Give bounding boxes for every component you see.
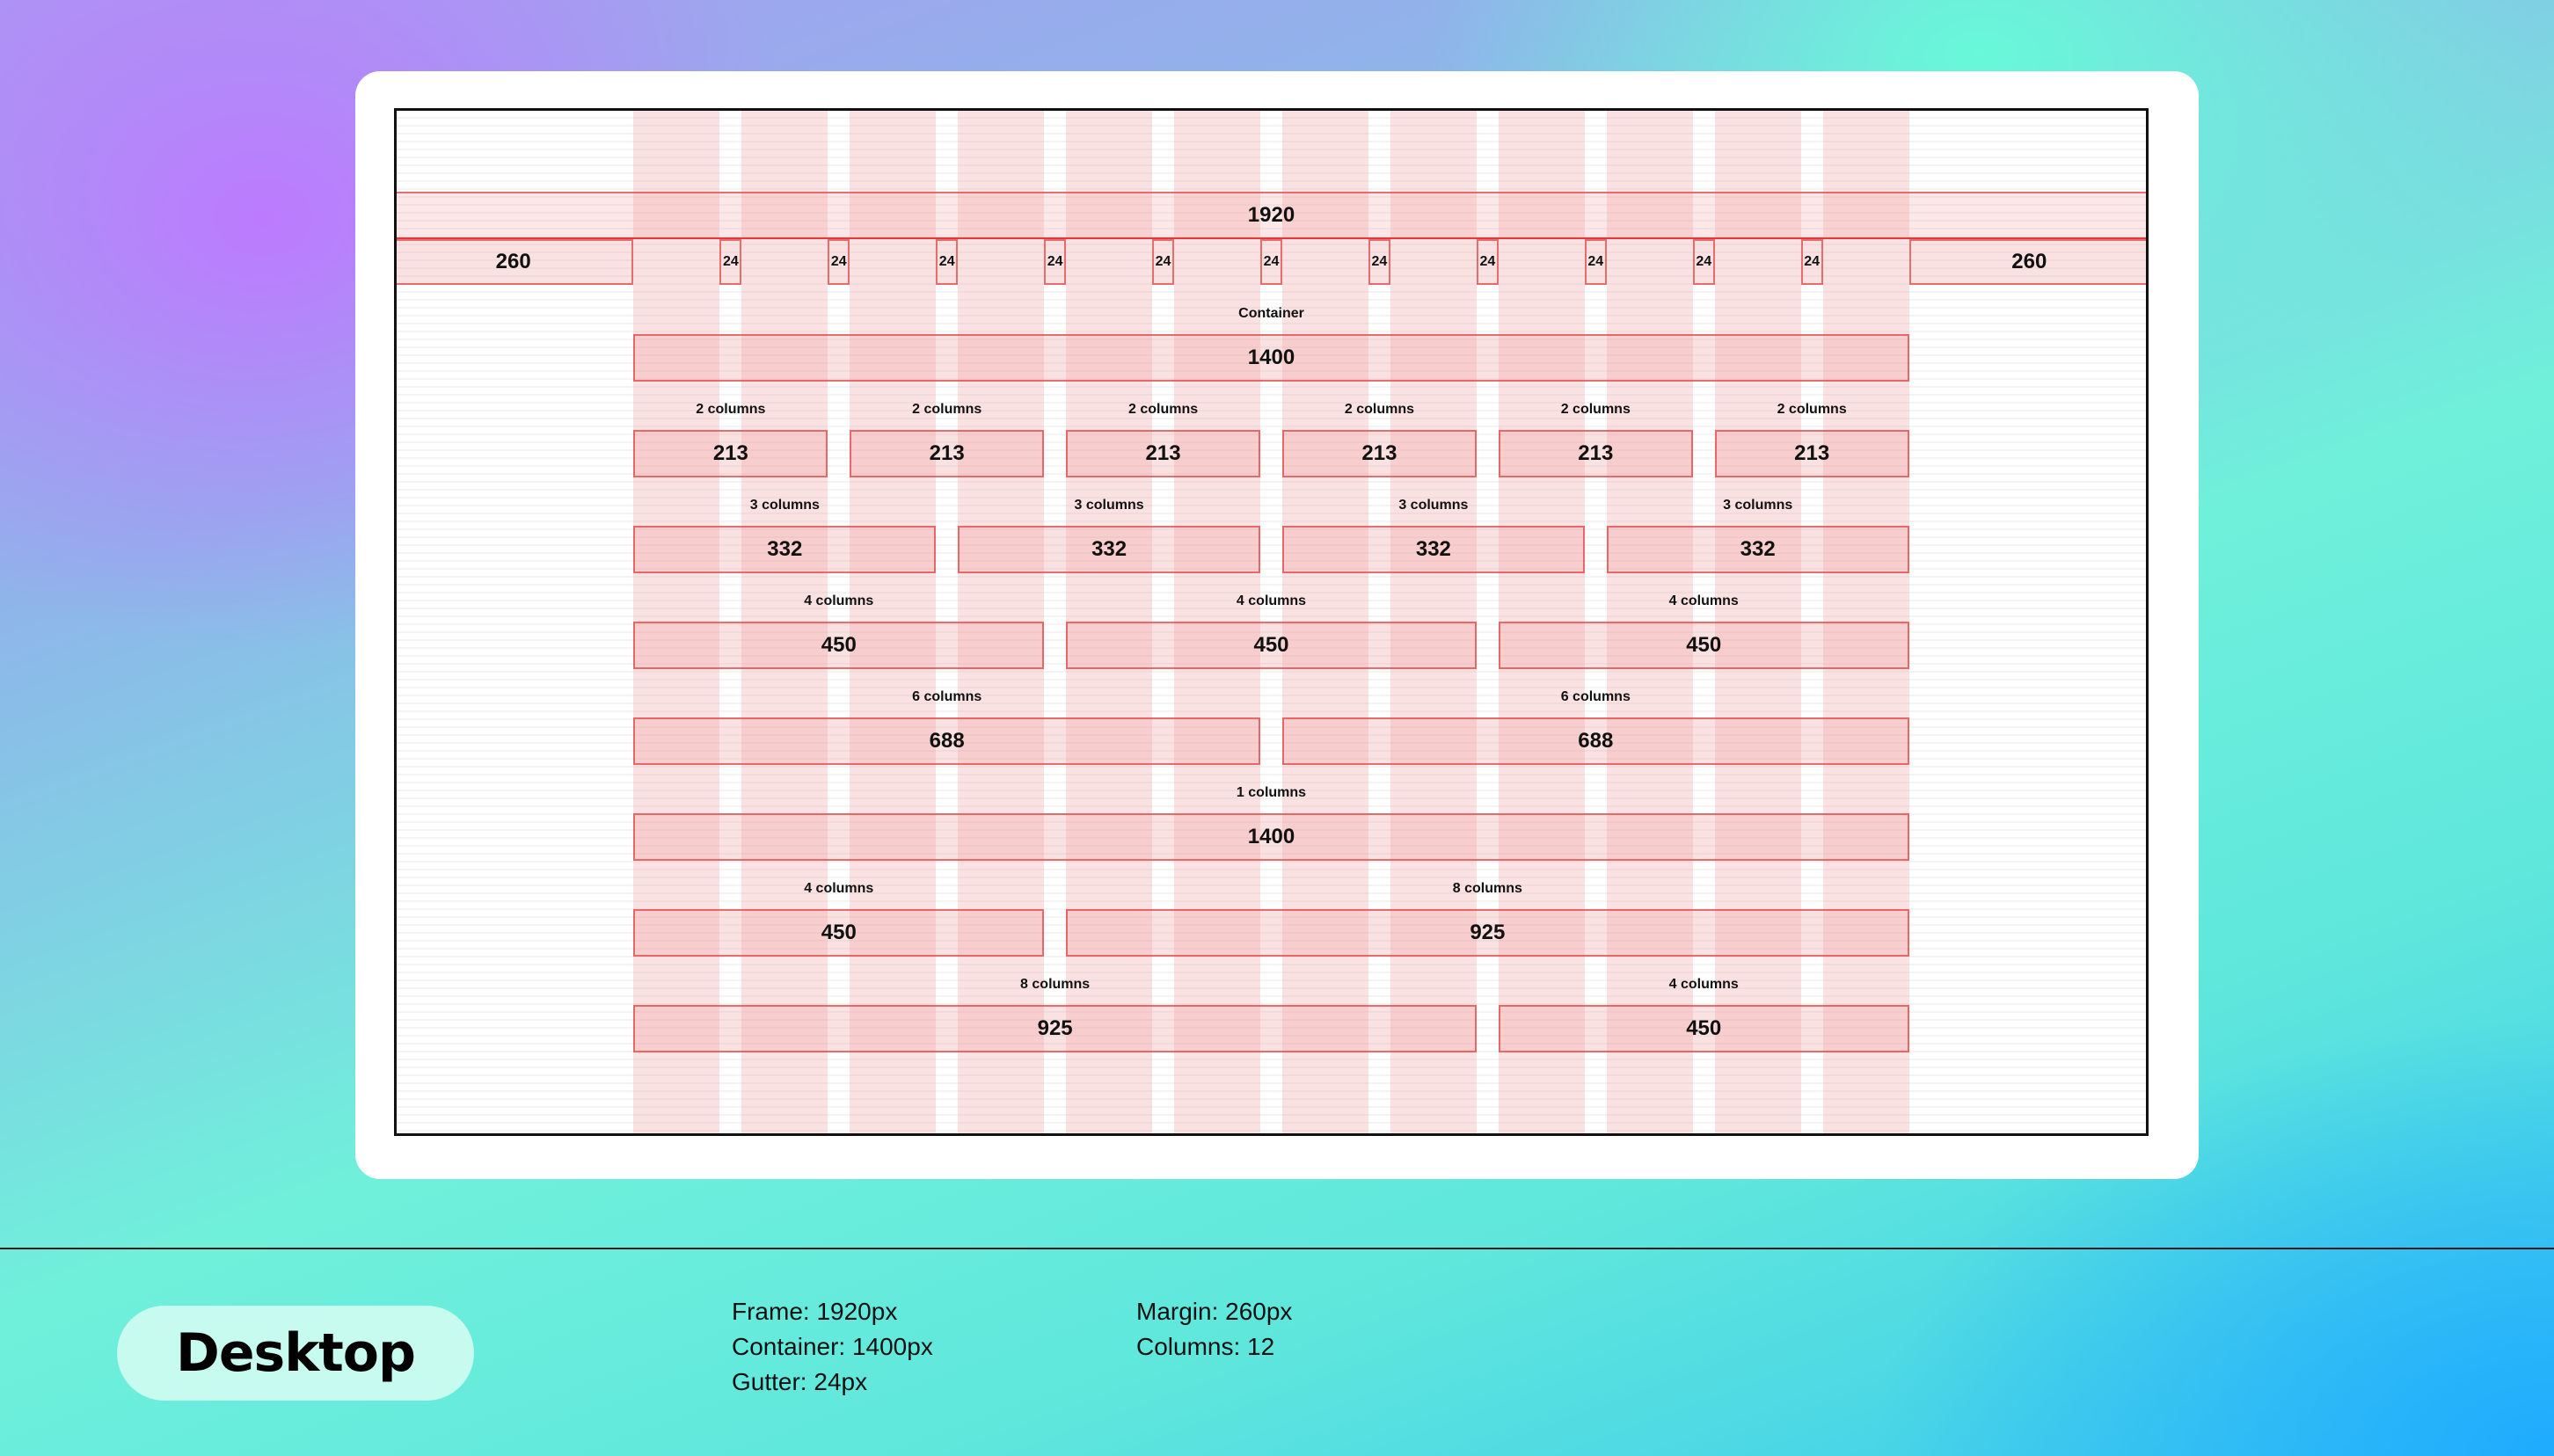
gutter-band: 24	[1692, 239, 1715, 285]
spec-list-right: Margin: 260px Columns: 12	[1136, 1294, 1292, 1365]
spec-frame: Frame: 1920px	[732, 1298, 898, 1325]
span-caption: 1 columns	[1236, 785, 1307, 800]
gutter-band: 24	[1152, 239, 1174, 285]
span-box: 450	[633, 909, 1045, 957]
span-box: 213	[1281, 430, 1477, 477]
span-box: 688	[1281, 717, 1909, 765]
span-caption: 4 columns	[1668, 593, 1739, 608]
span-caption: 6 columns	[1560, 689, 1631, 704]
span-box: 688	[633, 717, 1261, 765]
span-box: 213	[1498, 430, 1693, 477]
span-caption: 2 columns	[1127, 402, 1199, 417]
spec-columns: Columns: 12	[1136, 1333, 1275, 1360]
span-box: 1400	[633, 813, 1909, 861]
span-caption: 3 columns	[749, 498, 820, 513]
gutter-band: 24	[828, 239, 850, 285]
span-caption: 2 columns	[1560, 402, 1631, 417]
span-box: 450	[1066, 622, 1477, 669]
span-caption: 4 columns	[1236, 593, 1307, 608]
breakpoint-title: Desktop	[176, 1322, 416, 1384]
margin-left-band: 260	[397, 239, 634, 285]
gutter-band: 24	[1368, 239, 1390, 285]
span-caption: 4 columns	[804, 881, 874, 896]
gutter-band: 24	[1584, 239, 1607, 285]
spec-list-left: Frame: 1920px Container: 1400px Gutter: …	[732, 1294, 933, 1400]
span-box: 332	[1606, 526, 1909, 573]
span-caption: 4 columns	[1668, 977, 1739, 992]
span-caption: 8 columns	[1452, 881, 1522, 896]
gutter-band: 24	[1044, 239, 1067, 285]
gutter-band: 24	[936, 239, 959, 285]
divider-line	[0, 1248, 2554, 1249]
span-box: 213	[1066, 430, 1261, 477]
container-caption: Container	[1238, 306, 1304, 321]
span-box: 332	[633, 526, 937, 573]
span-box: 925	[1066, 909, 1909, 957]
spec-gutter: Gutter: 24px	[732, 1368, 868, 1395]
span-caption: 3 columns	[1723, 498, 1793, 513]
span-box: 213	[633, 430, 828, 477]
container-band: 1400	[633, 334, 1909, 382]
span-caption: 3 columns	[1074, 498, 1144, 513]
gutter-band: 24	[719, 239, 742, 285]
gutter-band: 24	[1260, 239, 1282, 285]
span-box: 213	[850, 430, 1045, 477]
span-box: 213	[1714, 430, 1909, 477]
span-box: 332	[958, 526, 1261, 573]
span-box: 450	[633, 622, 1045, 669]
span-caption: 2 columns	[912, 402, 982, 417]
spec-margin: Margin: 260px	[1136, 1298, 1293, 1325]
desktop-frame: 1920 260 260 24 24 24 24 24 24 24 24 24 24 24 Containe…	[394, 108, 2149, 1136]
span-box: 332	[1281, 526, 1585, 573]
frame-width-band: 1920	[397, 192, 2146, 239]
gutter-band: 24	[1476, 239, 1499, 285]
span-caption: 3 columns	[1398, 498, 1469, 513]
breakpoint-badge: Desktop	[117, 1306, 474, 1401]
span-caption: 4 columns	[804, 593, 874, 608]
span-caption: 2 columns	[696, 402, 766, 417]
span-caption: 8 columns	[1020, 977, 1091, 992]
span-caption: 6 columns	[912, 689, 982, 704]
span-caption: 2 columns	[1344, 402, 1414, 417]
spec-container: Container: 1400px	[732, 1333, 933, 1360]
span-caption: 2 columns	[1777, 402, 1847, 417]
margin-right-band: 260	[1908, 239, 2146, 285]
span-box: 450	[1498, 622, 1909, 669]
span-box: 925	[633, 1005, 1477, 1052]
gutter-band: 24	[1800, 239, 1823, 285]
span-box: 450	[1498, 1005, 1909, 1052]
